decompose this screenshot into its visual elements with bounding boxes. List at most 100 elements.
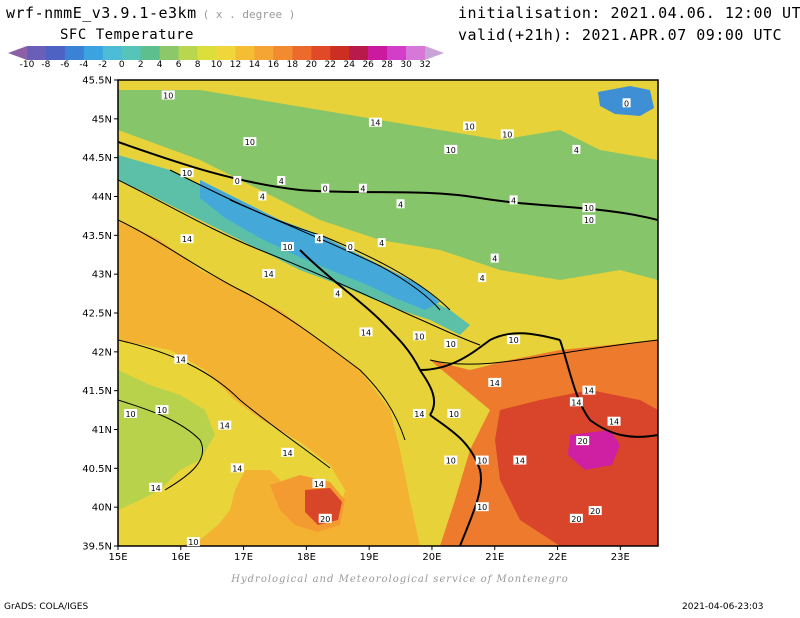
contour-label: 0 <box>323 185 328 194</box>
longitude-label: 22E <box>548 552 567 560</box>
contour-label-bg <box>281 241 295 251</box>
latitude-label: 43N <box>92 270 112 281</box>
initialisation-time: initialisation: 2021.04.06. 12:00 UTC <box>458 4 800 22</box>
contour-label: 14 <box>232 464 242 473</box>
longitude-label: 18E <box>297 552 316 560</box>
longitude-label: 23E <box>611 552 630 560</box>
colorbar-swatch <box>140 46 160 60</box>
contour-label: 10 <box>502 130 512 139</box>
colorbar-swatch <box>83 46 104 60</box>
contour-label: 14 <box>370 119 380 128</box>
contour-label-bg <box>463 121 477 131</box>
contour-label-bg <box>412 408 426 418</box>
latitude-label: 41.5N <box>82 386 112 397</box>
contour-label-bg <box>569 397 583 407</box>
contour-label-bg <box>258 191 267 201</box>
colorbar-tick-label: 2 <box>137 60 144 70</box>
colorbar-swatch <box>349 46 369 60</box>
contour-label: 10 <box>477 457 487 466</box>
contour-label-bg <box>318 513 332 523</box>
colorbar-swatch <box>197 46 217 60</box>
contour-label-bg <box>507 335 521 345</box>
contour-label-bg <box>321 183 330 193</box>
colorbar-tick-label: 14 <box>248 60 261 70</box>
colorbar-tick-label: 30 <box>400 60 412 70</box>
latitude-label: 45N <box>92 114 112 125</box>
variable-title: SFC Temperature <box>60 27 194 43</box>
contour-label: 10 <box>414 332 424 341</box>
contour-label-bg <box>509 195 518 205</box>
contour-label: 10 <box>449 410 459 419</box>
contour-label: 14 <box>220 422 230 431</box>
colorbar-swatch <box>368 46 388 60</box>
colorbar-tick-label: -6 <box>60 60 70 70</box>
contour-label: 4 <box>398 200 403 209</box>
contour-label: 14 <box>609 418 619 427</box>
colorbar-tick-label: -8 <box>41 60 51 70</box>
border-north-macedonia <box>559 339 658 438</box>
contour-label: 10 <box>584 204 594 213</box>
units-label: ( x . degree ) <box>202 8 296 21</box>
contour-label-bg <box>572 144 581 154</box>
italy-land-green <box>118 370 215 510</box>
latitude-label: 40N <box>92 503 112 514</box>
contour-label: 10 <box>477 503 487 512</box>
colorbar-tick-label: 12 <box>229 60 242 70</box>
contour-line-0 <box>229 199 441 311</box>
contour-label: 14 <box>176 356 186 365</box>
contour-label: 20 <box>320 515 330 524</box>
contour-label: 10 <box>446 340 456 349</box>
colorbar-labels: -10 -8 -6 -4 -2 0 2 4 6 8 10 12 14 16 18 20 22 24 26 28 30 32 <box>0 60 460 72</box>
latitude-label: 40.5N <box>82 464 112 475</box>
contour-label-bg <box>358 183 367 193</box>
colorbar-tick-label: 22 <box>324 60 336 70</box>
colorbar-swatch <box>64 46 85 60</box>
contour-label-bg <box>180 234 194 244</box>
colorbar-swatch <box>159 46 179 60</box>
contour-label-bg <box>582 385 596 395</box>
contour-label: 10 <box>446 146 456 155</box>
contour-label: 0 <box>235 177 240 186</box>
country-borders <box>118 141 658 546</box>
longitude-label: 19E <box>360 552 379 560</box>
contour-label-bg <box>488 377 502 387</box>
contour-label: 14 <box>414 410 424 419</box>
contour-label: 14 <box>584 387 594 396</box>
contour-label: 4 <box>492 255 497 264</box>
latitude-label: 42N <box>92 347 112 358</box>
italy-land-yellow <box>118 340 345 546</box>
colorbar-swatch <box>235 46 255 60</box>
contour-label: 14 <box>361 328 371 337</box>
colorbar-tick-label: -2 <box>98 60 108 70</box>
contour-label-bg <box>444 339 458 349</box>
contour-label-bg <box>333 288 342 298</box>
colorbar-tick-label: 6 <box>175 60 182 70</box>
contour-label: 10 <box>188 538 198 547</box>
contour-label-bg <box>500 129 514 139</box>
colorbar-swatch <box>216 46 236 60</box>
contour-line-10-italy <box>118 399 203 491</box>
colorbar-swatch <box>406 46 426 60</box>
contour-label: 14 <box>571 398 581 407</box>
grads-credit: GrADS: COLA/IGES <box>4 602 89 612</box>
longitude-label: 20E <box>422 552 441 560</box>
latitude-label: 39.5N <box>82 542 112 553</box>
temperature-colorbar <box>8 46 444 60</box>
contour-label: 10 <box>584 216 594 225</box>
contour-label: 10 <box>245 138 255 147</box>
contour-label-bg <box>444 144 458 154</box>
contour-label: 10 <box>282 243 292 252</box>
contour-label-bg <box>359 327 373 337</box>
contour-label: 10 <box>465 123 475 132</box>
colorbar-swatch <box>273 46 293 60</box>
contour-label: 14 <box>182 235 192 244</box>
colorbar-swatch <box>121 46 141 60</box>
contour-label-bg <box>180 168 194 178</box>
border-bosnia-montenegro <box>299 249 436 416</box>
contour-label: 10 <box>163 92 173 101</box>
contour-label-bg <box>444 455 458 465</box>
contour-label-bg <box>475 502 489 512</box>
colorbar-tick-label: 0 <box>118 60 125 70</box>
latitude-label: 41N <box>92 425 112 436</box>
valid-time: valid(+21h): 2021.APR.07 09:00 UTC <box>458 26 783 44</box>
